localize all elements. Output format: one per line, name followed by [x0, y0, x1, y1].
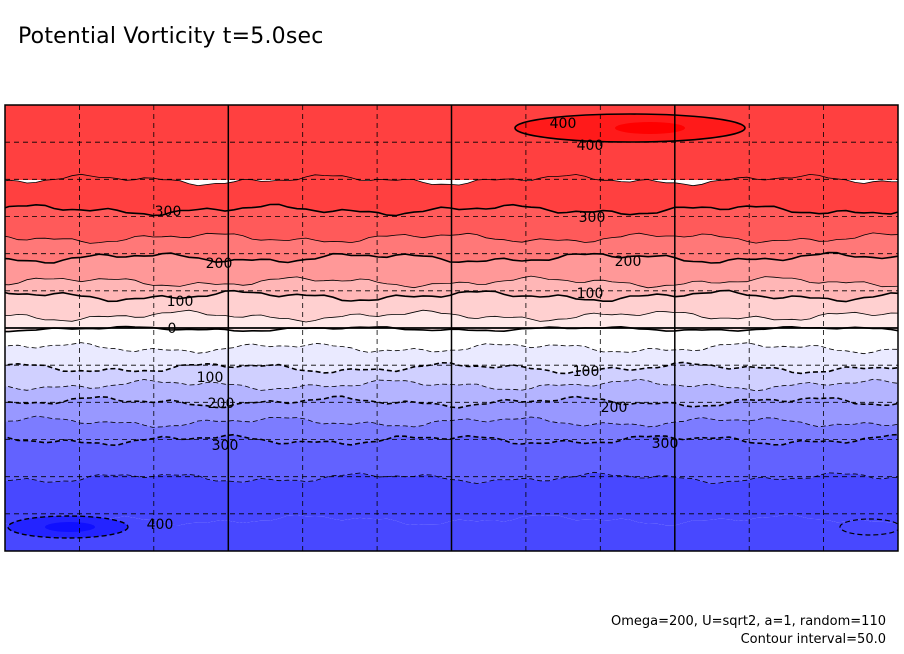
contour-label: 300 — [652, 436, 679, 452]
contour-neg400-b — [839, 518, 898, 536]
contour-lines — [5, 113, 898, 539]
contour--50 — [5, 342, 898, 355]
chart-title: Potential Vorticity t=5.0sec — [18, 24, 324, 49]
contour--200 — [5, 395, 898, 409]
contour-50 — [5, 309, 898, 323]
contour-label: 300 — [212, 438, 239, 454]
contour-label: 100 — [167, 294, 194, 310]
footer-interval: Contour interval=50.0 — [740, 632, 886, 647]
contour--250 — [5, 415, 898, 428]
grid-lines — [5, 105, 898, 551]
contour--150 — [5, 378, 898, 392]
contour-250 — [5, 232, 898, 244]
contour--100 — [5, 361, 898, 375]
contour-300 — [5, 203, 898, 217]
max-core — [615, 122, 685, 134]
contour-100 — [5, 289, 898, 303]
contour-neg400 — [7, 515, 129, 539]
contour-label: 200 — [208, 396, 235, 412]
min-core — [45, 522, 95, 532]
contour-label: 0 — [168, 321, 177, 337]
contour-label: 100 — [577, 286, 604, 302]
contour-label: 400 — [147, 517, 174, 533]
footer-params: Omega=200, U=sqrt2, a=1, random=110 — [610, 614, 886, 629]
contour-label: 400 — [550, 116, 577, 132]
contour-label: 100 — [573, 364, 600, 380]
contour-150 — [5, 275, 898, 289]
plot-frame — [4, 104, 899, 552]
contour-200 — [5, 251, 898, 264]
contour-label: 200 — [615, 254, 642, 270]
contour-label: 200 — [206, 256, 233, 272]
contour-label: 200 — [601, 400, 628, 416]
contour-label: 400 — [577, 138, 604, 154]
contour-label: 300 — [155, 204, 182, 220]
contour-label: 100 — [197, 370, 224, 386]
contour-label: 300 — [579, 210, 606, 226]
contour-350 — [5, 173, 898, 187]
